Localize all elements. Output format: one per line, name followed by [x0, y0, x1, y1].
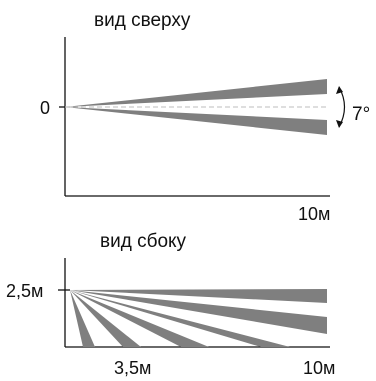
side-beam-3 — [70, 290, 290, 347]
side-beam-4 — [70, 290, 209, 347]
far-distance-label: 10м — [303, 358, 335, 378]
top-beam-upper — [65, 79, 327, 107]
top-beam-lower — [65, 107, 327, 135]
side-beam-5 — [70, 290, 141, 347]
side-view: вид сбоку 2,5м 3,5м 10м — [6, 231, 335, 378]
side-beam-2 — [70, 290, 327, 334]
top-view: вид сверху 0 10м 7° — [40, 10, 370, 224]
top-view-title: вид сверху — [94, 10, 191, 31]
side-view-title: вид сбоку — [100, 231, 187, 252]
side-beam-6 — [70, 290, 95, 347]
angle-label: 7° — [352, 104, 370, 125]
angle-arc — [338, 86, 346, 128]
angle-arrow-up — [336, 86, 343, 94]
near-distance-label: 3,5м — [114, 358, 151, 378]
top-distance-label: 10м — [298, 204, 330, 224]
angle-arrow-down — [336, 120, 343, 128]
side-beam-1 — [70, 289, 327, 303]
origin-label: 0 — [40, 98, 50, 118]
height-label: 2,5м — [6, 281, 43, 301]
